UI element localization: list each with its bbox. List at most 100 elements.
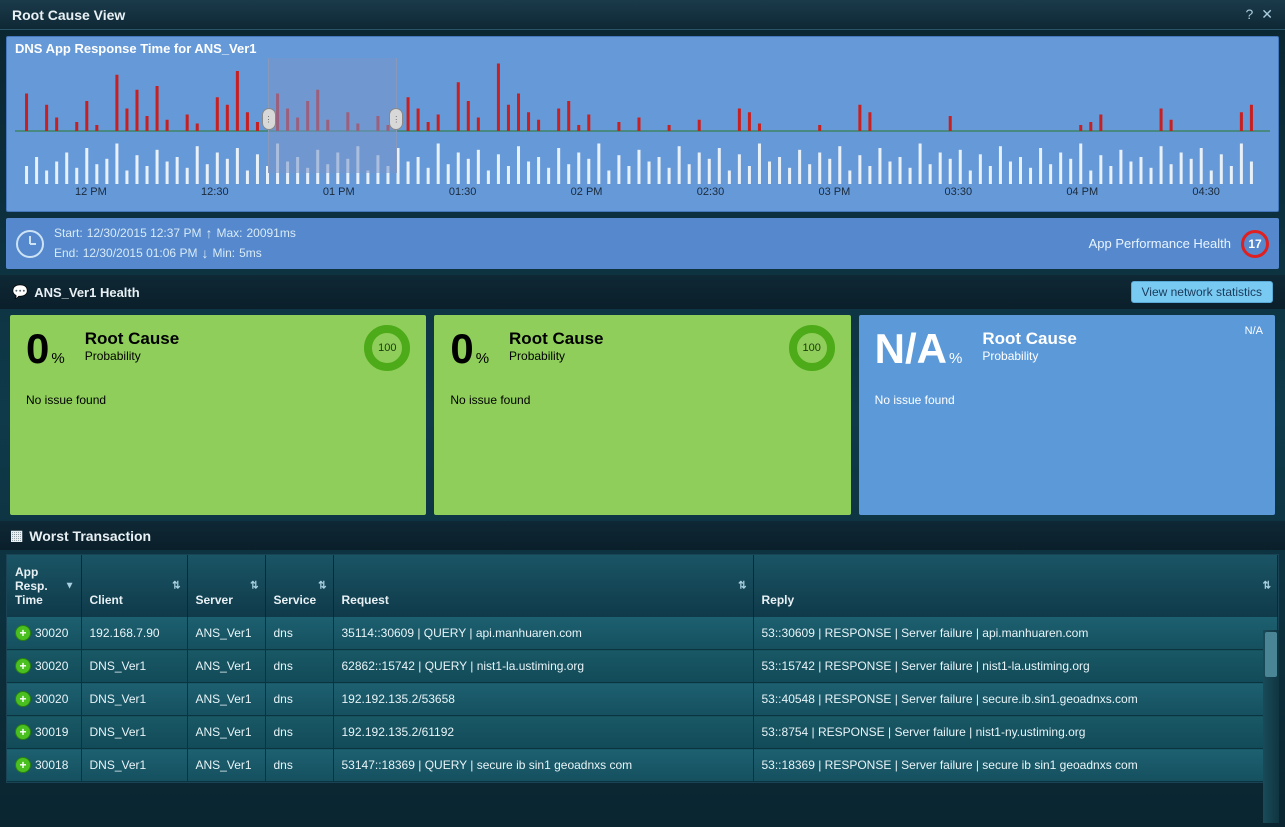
cell-request: 35114::30609 | QUERY | api.manhuaren.com xyxy=(333,617,753,650)
column-header[interactable]: Server⇅ xyxy=(187,555,265,617)
expand-icon[interactable]: + xyxy=(15,691,31,707)
cell-reply: 53::30609 | RESPONSE | Server failure | … xyxy=(753,617,1278,650)
arrow-down-icon: ↓ xyxy=(201,244,208,264)
chart-x-axis: 12 PM12:3001 PM01:3002 PM02:3003 PM03:30… xyxy=(15,186,1270,200)
table-header-row: App Resp. Time▼Client⇅Server⇅Service⇅Req… xyxy=(7,555,1278,617)
time-range-text: Start: 12/30/2015 12:37 PM ↑ Max: 20091m… xyxy=(54,224,296,263)
cell-service: dns xyxy=(265,650,333,683)
time-selection[interactable]: ⋮ ⋮ xyxy=(268,58,398,173)
column-header[interactable]: Reply⇅ xyxy=(753,555,1278,617)
header-controls: ? ✕ xyxy=(1245,6,1273,23)
cell-client: DNS_Ver1 xyxy=(81,749,187,782)
scrollbar-thumb[interactable] xyxy=(1265,632,1277,677)
cell-request: 192.192.135.2/53658 xyxy=(333,683,753,716)
column-header[interactable]: Request⇅ xyxy=(333,555,753,617)
cell-request: 53147::18369 | QUERY | secure ib sin1 ge… xyxy=(333,749,753,782)
cell-reply: 53::18369 | RESPONSE | Server failure | … xyxy=(753,749,1278,782)
max-label: Max: xyxy=(216,225,242,242)
card-message: No issue found xyxy=(875,393,1259,407)
sort-icon[interactable]: ⇅ xyxy=(738,581,746,592)
card-value: N/A xyxy=(875,325,947,373)
root-cause-card[interactable]: 0% Root Cause Probability 100 No issue f… xyxy=(10,315,426,515)
transaction-table-wrap: App Resp. Time▼Client⇅Server⇅Service⇅Req… xyxy=(6,554,1279,783)
health-indicator: App Performance Health 17 xyxy=(1089,230,1269,258)
axis-label: 12:30 xyxy=(201,186,229,198)
na-label: N/A xyxy=(1245,325,1263,337)
cell-service: dns xyxy=(265,683,333,716)
end-value: 12/30/2015 01:06 PM xyxy=(83,245,198,262)
cell-service: dns xyxy=(265,716,333,749)
table-row[interactable]: +30020 DNS_Ver1 ANS_Ver1 dns 62862::1574… xyxy=(7,650,1278,683)
root-cause-cards: 0% Root Cause Probability 100 No issue f… xyxy=(0,309,1285,521)
sort-icon[interactable]: ⇅ xyxy=(250,581,258,592)
cell-request: 62862::15742 | QUERY | nist1-la.ustiming… xyxy=(333,650,753,683)
sort-icon[interactable]: ⇅ xyxy=(172,581,180,592)
cell-client: DNS_Ver1 xyxy=(81,683,187,716)
column-header[interactable]: Service⇅ xyxy=(265,555,333,617)
column-header[interactable]: Client⇅ xyxy=(81,555,187,617)
probability-donut: 100 xyxy=(789,325,835,371)
arrow-up-icon: ↑ xyxy=(205,224,212,244)
health-section-title: ANS_Ver1 Health xyxy=(34,285,140,300)
table-row[interactable]: +30019 DNS_Ver1 ANS_Ver1 dns 192.192.135… xyxy=(7,716,1278,749)
health-badge[interactable]: 17 xyxy=(1241,230,1269,258)
table-body: +30020 192.168.7.90 ANS_Ver1 dns 35114::… xyxy=(7,617,1278,782)
min-label: Min: xyxy=(212,245,235,262)
chart-area[interactable]: ⋮ ⋮ 12 PM12:3001 PM01:3002 PM02:3003 PM0… xyxy=(7,56,1278,211)
worst-transaction-title: Worst Transaction xyxy=(29,528,151,544)
expand-icon[interactable]: + xyxy=(15,757,31,773)
axis-label: 04 PM xyxy=(1066,186,1098,198)
table-row[interactable]: +30020 DNS_Ver1 ANS_Ver1 dns 192.192.135… xyxy=(7,683,1278,716)
close-icon[interactable]: ✕ xyxy=(1261,6,1273,23)
card-prob-label: Probability xyxy=(85,349,179,363)
help-icon[interactable]: ? xyxy=(1245,6,1253,23)
root-cause-card[interactable]: 0% Root Cause Probability 100 No issue f… xyxy=(434,315,850,515)
axis-label: 12 PM xyxy=(75,186,107,198)
health-label: App Performance Health xyxy=(1089,236,1231,251)
card-rc-label: Root Cause xyxy=(982,329,1076,349)
axis-label: 04:30 xyxy=(1192,186,1220,198)
column-header[interactable]: App Resp. Time▼ xyxy=(7,555,81,617)
cell-time: +30020 xyxy=(7,617,81,650)
grid-icon: ▦ xyxy=(10,527,23,544)
card-prob-label: Probability xyxy=(509,349,603,363)
cell-server: ANS_Ver1 xyxy=(187,617,265,650)
axis-label: 03 PM xyxy=(818,186,850,198)
table-row[interactable]: +30018 DNS_Ver1 ANS_Ver1 dns 53147::1836… xyxy=(7,749,1278,782)
card-value: 0 xyxy=(26,325,49,373)
cell-reply: 53::40548 | RESPONSE | Server failure | … xyxy=(753,683,1278,716)
view-network-stats-button[interactable]: View network statistics xyxy=(1131,281,1274,303)
axis-label: 01 PM xyxy=(323,186,355,198)
cell-request: 192.192.135.2/61192 xyxy=(333,716,753,749)
cell-server: ANS_Ver1 xyxy=(187,716,265,749)
expand-icon[interactable]: + xyxy=(15,724,31,740)
card-value: 0 xyxy=(450,325,473,373)
expand-icon[interactable]: + xyxy=(15,658,31,674)
sort-icon[interactable]: ⇅ xyxy=(318,581,326,592)
clock-icon xyxy=(16,230,44,258)
sort-icon[interactable]: ▼ xyxy=(65,581,75,592)
cell-server: ANS_Ver1 xyxy=(187,650,265,683)
health-section-header: 💬 ANS_Ver1 Health View network statistics xyxy=(0,275,1285,309)
probability-donut: 100 xyxy=(364,325,410,371)
response-time-chart: DNS App Response Time for ANS_Ver1 ⋮ ⋮ 1… xyxy=(6,36,1279,212)
cell-server: ANS_Ver1 xyxy=(187,749,265,782)
chart-title: DNS App Response Time for ANS_Ver1 xyxy=(7,37,1278,56)
cell-time: +30019 xyxy=(7,716,81,749)
selection-handle-left[interactable]: ⋮ xyxy=(262,108,276,130)
vertical-scrollbar[interactable] xyxy=(1263,630,1279,823)
expand-icon[interactable]: + xyxy=(15,625,31,641)
sort-icon[interactable]: ⇅ xyxy=(1263,581,1271,592)
cell-service: dns xyxy=(265,617,333,650)
card-message: No issue found xyxy=(26,393,410,407)
card-rc-label: Root Cause xyxy=(509,329,603,349)
cell-client: 192.168.7.90 xyxy=(81,617,187,650)
cell-service: dns xyxy=(265,749,333,782)
axis-label: 01:30 xyxy=(449,186,477,198)
selection-handle-right[interactable]: ⋮ xyxy=(389,108,403,130)
min-value: 5ms xyxy=(239,245,262,262)
table-row[interactable]: +30020 192.168.7.90 ANS_Ver1 dns 35114::… xyxy=(7,617,1278,650)
end-label: End: xyxy=(54,245,79,262)
chat-icon: 💬 xyxy=(12,284,28,300)
root-cause-card[interactable]: N/A N/A% Root Cause Probability No issue… xyxy=(859,315,1275,515)
